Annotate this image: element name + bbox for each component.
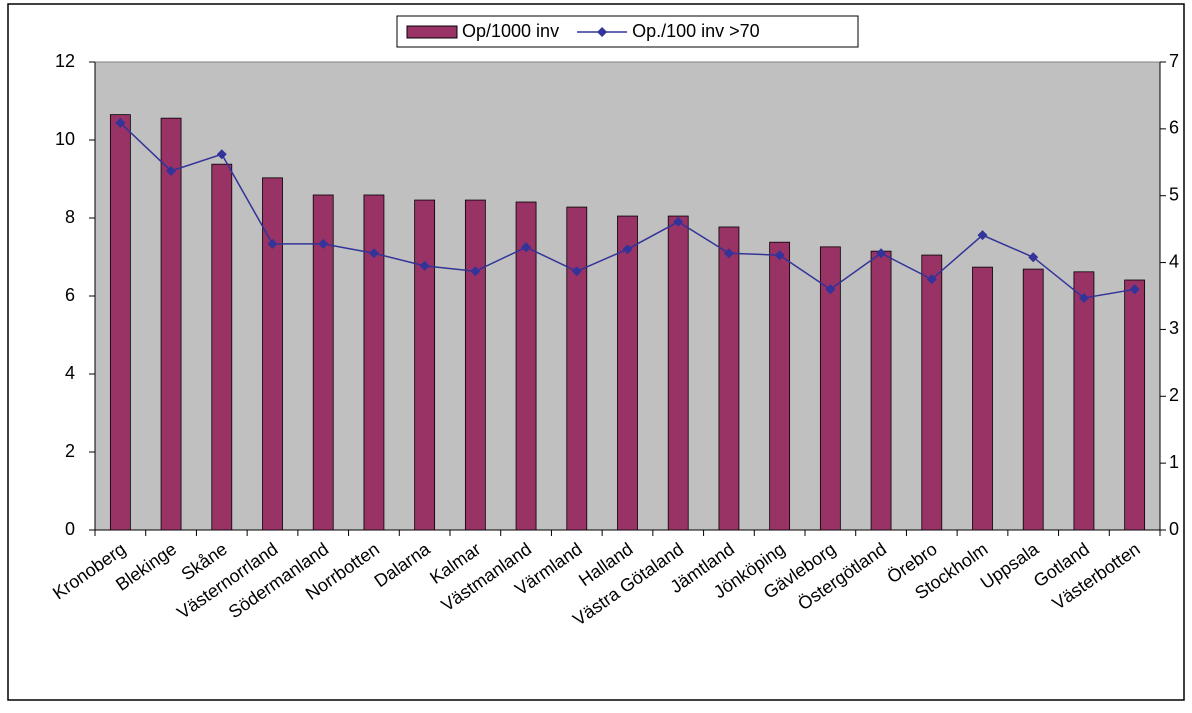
- bar: [1124, 279, 1146, 531]
- bar: [1022, 268, 1044, 531]
- bar: [667, 215, 689, 531]
- marker: [419, 260, 430, 271]
- y-tick-label: 2: [65, 441, 75, 461]
- marker: [673, 216, 684, 227]
- bar: [109, 114, 131, 531]
- y2-tick-label: 1: [1169, 452, 1179, 472]
- bar: [1073, 271, 1095, 531]
- marker: [1129, 284, 1140, 295]
- legend-marker: [597, 27, 608, 37]
- marker: [267, 238, 278, 249]
- y2-tick-label: 4: [1169, 251, 1179, 271]
- marker: [1078, 293, 1089, 304]
- y2-tick-label: 5: [1169, 184, 1179, 204]
- marker: [521, 242, 532, 253]
- marker: [470, 266, 481, 277]
- bar: [515, 201, 537, 531]
- marker: [166, 165, 177, 176]
- y2-tick-label: 3: [1169, 318, 1179, 338]
- y-tick-label: 10: [55, 129, 75, 149]
- marker: [723, 248, 734, 259]
- bar: [414, 199, 436, 531]
- bar: [211, 163, 233, 531]
- y2-tick-label: 6: [1169, 118, 1179, 138]
- marker: [1028, 252, 1039, 263]
- bar: [819, 246, 841, 531]
- y-tick-label: 8: [65, 207, 75, 227]
- y-tick-label: 6: [65, 285, 75, 305]
- bar: [718, 226, 740, 531]
- marker: [926, 274, 937, 285]
- bar: [769, 241, 791, 531]
- bar: [617, 215, 638, 531]
- y-tick-label: 4: [65, 363, 75, 383]
- marker: [774, 250, 785, 261]
- marker: [977, 230, 988, 241]
- y2-tick-label: 0: [1169, 519, 1179, 539]
- bar: [566, 206, 588, 531]
- marker: [216, 149, 227, 160]
- bar: [312, 194, 334, 531]
- bar: [972, 266, 993, 531]
- marker: [876, 248, 887, 259]
- y2-tick-label: 7: [1169, 51, 1179, 71]
- marker: [368, 248, 379, 259]
- y-tick-label: 12: [55, 51, 75, 71]
- marker: [318, 238, 329, 249]
- y2-tick-label: 2: [1169, 385, 1179, 405]
- y-tick-label: 0: [65, 519, 75, 539]
- bar: [464, 199, 486, 531]
- legend-label: Op./100 inv >70: [632, 21, 760, 41]
- bar: [870, 250, 892, 531]
- legend-label: Op/1000 inv: [462, 21, 559, 41]
- bar: [363, 194, 385, 531]
- marker: [115, 117, 126, 128]
- marker: [571, 266, 582, 277]
- legend-swatch: [406, 25, 458, 39]
- bar: [921, 254, 943, 531]
- legend-box: [396, 15, 859, 48]
- marker: [622, 244, 633, 255]
- bar: [160, 117, 182, 531]
- marker: [825, 284, 836, 295]
- bar: [262, 177, 283, 531]
